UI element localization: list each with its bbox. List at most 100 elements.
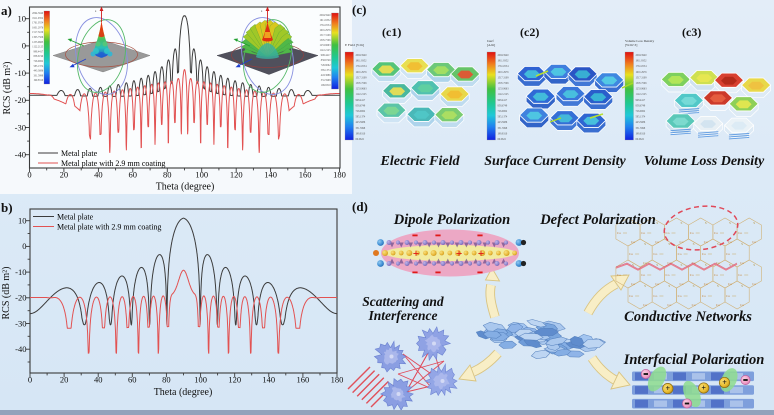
svg-text:Co: Co bbox=[631, 240, 635, 244]
svg-text:Co: Co bbox=[629, 294, 633, 298]
svg-text:Co: Co bbox=[726, 252, 730, 256]
svg-text:Co: Co bbox=[702, 294, 706, 298]
svg-text:S: S bbox=[729, 263, 731, 267]
svg-text:Conductive Networks: Conductive Networks bbox=[624, 309, 752, 325]
svg-text:160: 160 bbox=[297, 375, 310, 385]
svg-text:1305.7506: 1305.7506 bbox=[636, 82, 648, 85]
svg-text:-40: -40 bbox=[15, 150, 26, 160]
svg-text:1761.0554: 1761.0554 bbox=[356, 65, 368, 68]
svg-text:Interfacial Polarization: Interfacial Polarization bbox=[623, 352, 765, 368]
svg-text:140: 140 bbox=[262, 375, 275, 385]
svg-text:RCS (dB m²): RCS (dB m²) bbox=[1, 266, 12, 319]
svg-text:1601.2976: 1601.2976 bbox=[32, 26, 44, 29]
svg-text:S: S bbox=[717, 284, 719, 288]
svg-text:2094.5940: 2094.5940 bbox=[636, 54, 648, 57]
svg-text:443.3686: 443.3686 bbox=[33, 70, 43, 73]
svg-text:Volume Loss Density: Volume Loss Density bbox=[644, 154, 765, 169]
svg-text:Co: Co bbox=[643, 261, 647, 265]
svg-text:S: S bbox=[717, 242, 719, 246]
svg-text:1911.9352: 1911.9352 bbox=[32, 17, 44, 20]
svg-text:Co: Co bbox=[678, 252, 682, 256]
svg-text:Co: Co bbox=[629, 252, 633, 256]
svg-text:10: 10 bbox=[18, 14, 27, 24]
svg-text:1601.2976: 1601.2976 bbox=[636, 71, 648, 74]
svg-text:1517.3109: 1517.3109 bbox=[498, 76, 510, 79]
svg-text:1761.0554: 1761.0554 bbox=[636, 65, 648, 68]
svg-text:726.9062: 726.9062 bbox=[356, 110, 366, 113]
svg-text:585.1374: 585.1374 bbox=[356, 116, 366, 119]
svg-text:Co: Co bbox=[738, 273, 742, 277]
svg-text:(c3): (c3) bbox=[682, 25, 701, 39]
svg-text:a): a) bbox=[1, 3, 12, 18]
svg-text:Dipole Polarization: Dipole Polarization bbox=[393, 212, 510, 228]
svg-text:-30: -30 bbox=[15, 318, 26, 328]
svg-text:Co: Co bbox=[692, 303, 696, 307]
svg-text:1761.0554: 1761.0554 bbox=[32, 22, 44, 25]
svg-text:0: 0 bbox=[27, 170, 31, 180]
svg-text:120: 120 bbox=[228, 375, 241, 385]
svg-text:E Field [V/m]: E Field [V/m] bbox=[345, 43, 364, 47]
svg-text:+: + bbox=[666, 384, 671, 393]
svg-text:S: S bbox=[681, 221, 683, 225]
svg-text:0: 0 bbox=[22, 41, 26, 51]
svg-text:S: S bbox=[668, 242, 670, 246]
svg-text:60: 60 bbox=[128, 375, 137, 385]
svg-text:331.5998: 331.5998 bbox=[498, 127, 508, 130]
svg-text:1761.0554: 1761.0554 bbox=[319, 24, 331, 27]
svg-text:1253.9663: 1253.9663 bbox=[356, 88, 368, 91]
svg-text:1601.2976: 1601.2976 bbox=[356, 71, 368, 74]
svg-text:Co: Co bbox=[714, 231, 718, 235]
svg-text:Volume Loss Density: Volume Loss Density bbox=[625, 39, 654, 43]
svg-text:998.4417: 998.4417 bbox=[356, 99, 366, 102]
svg-text:S: S bbox=[632, 221, 634, 225]
svg-text:180: 180 bbox=[331, 375, 344, 385]
svg-text:Co: Co bbox=[678, 294, 682, 298]
svg-text:585.1374: 585.1374 bbox=[498, 116, 508, 119]
svg-text:-10: -10 bbox=[15, 267, 26, 277]
svg-text:585.1374: 585.1374 bbox=[33, 65, 43, 68]
svg-text:Co: Co bbox=[667, 303, 671, 307]
svg-text:726.9062: 726.9062 bbox=[636, 110, 646, 113]
svg-text:1253.9663: 1253.9663 bbox=[636, 88, 648, 91]
svg-text:Co: Co bbox=[690, 273, 694, 277]
svg-text:(c2): (c2) bbox=[520, 25, 539, 39]
svg-text:199.8310: 199.8310 bbox=[321, 84, 331, 87]
svg-text:Co: Co bbox=[702, 252, 706, 256]
svg-text:60: 60 bbox=[129, 170, 138, 180]
svg-text:1253.9663: 1253.9663 bbox=[498, 88, 510, 91]
svg-text:1122.2125: 1122.2125 bbox=[356, 93, 368, 96]
svg-text:858.6749: 858.6749 bbox=[33, 55, 43, 58]
svg-text:2094.5940: 2094.5940 bbox=[356, 54, 368, 57]
svg-text:+: + bbox=[701, 384, 706, 393]
svg-text:S: S bbox=[693, 242, 695, 246]
svg-text:Jsurf: Jsurf bbox=[487, 39, 494, 43]
svg-text:Co: Co bbox=[617, 231, 621, 235]
svg-text:40: 40 bbox=[94, 170, 103, 180]
svg-text:-40: -40 bbox=[15, 344, 26, 354]
svg-text:199.8310: 199.8310 bbox=[33, 79, 43, 82]
svg-text:Surface Current Density: Surface Current Density bbox=[484, 154, 626, 169]
svg-text:-10: -10 bbox=[15, 68, 26, 78]
svg-text:(d): (d) bbox=[352, 199, 368, 214]
svg-text:726.9062: 726.9062 bbox=[498, 110, 508, 113]
svg-text:1253.9663: 1253.9663 bbox=[32, 41, 44, 44]
svg-text:Co: Co bbox=[631, 282, 635, 286]
svg-text:1911.9352: 1911.9352 bbox=[498, 60, 510, 63]
svg-text:1601.2976: 1601.2976 bbox=[319, 29, 331, 32]
svg-text:Metal plate with 2.9 mm coatin: Metal plate with 2.9 mm coating bbox=[57, 222, 161, 231]
svg-text:(c): (c) bbox=[352, 2, 366, 17]
svg-text:66.0622: 66.0622 bbox=[498, 138, 507, 141]
svg-text:[A/m]: [A/m] bbox=[487, 43, 495, 47]
svg-text:1601.2976: 1601.2976 bbox=[498, 71, 510, 74]
svg-text:-20: -20 bbox=[15, 95, 26, 105]
svg-text:S: S bbox=[753, 221, 755, 225]
svg-text:+: + bbox=[478, 248, 485, 260]
svg-text:Co: Co bbox=[716, 303, 720, 307]
svg-text:Co: Co bbox=[680, 240, 684, 244]
svg-text:Co: Co bbox=[641, 231, 645, 235]
svg-text:2094.5940: 2094.5940 bbox=[32, 12, 44, 15]
svg-text:(c1): (c1) bbox=[382, 25, 401, 39]
svg-text:331.5998: 331.5998 bbox=[636, 127, 646, 130]
svg-text:1122.2125: 1122.2125 bbox=[320, 49, 332, 52]
svg-text:1305.7506: 1305.7506 bbox=[319, 39, 331, 42]
